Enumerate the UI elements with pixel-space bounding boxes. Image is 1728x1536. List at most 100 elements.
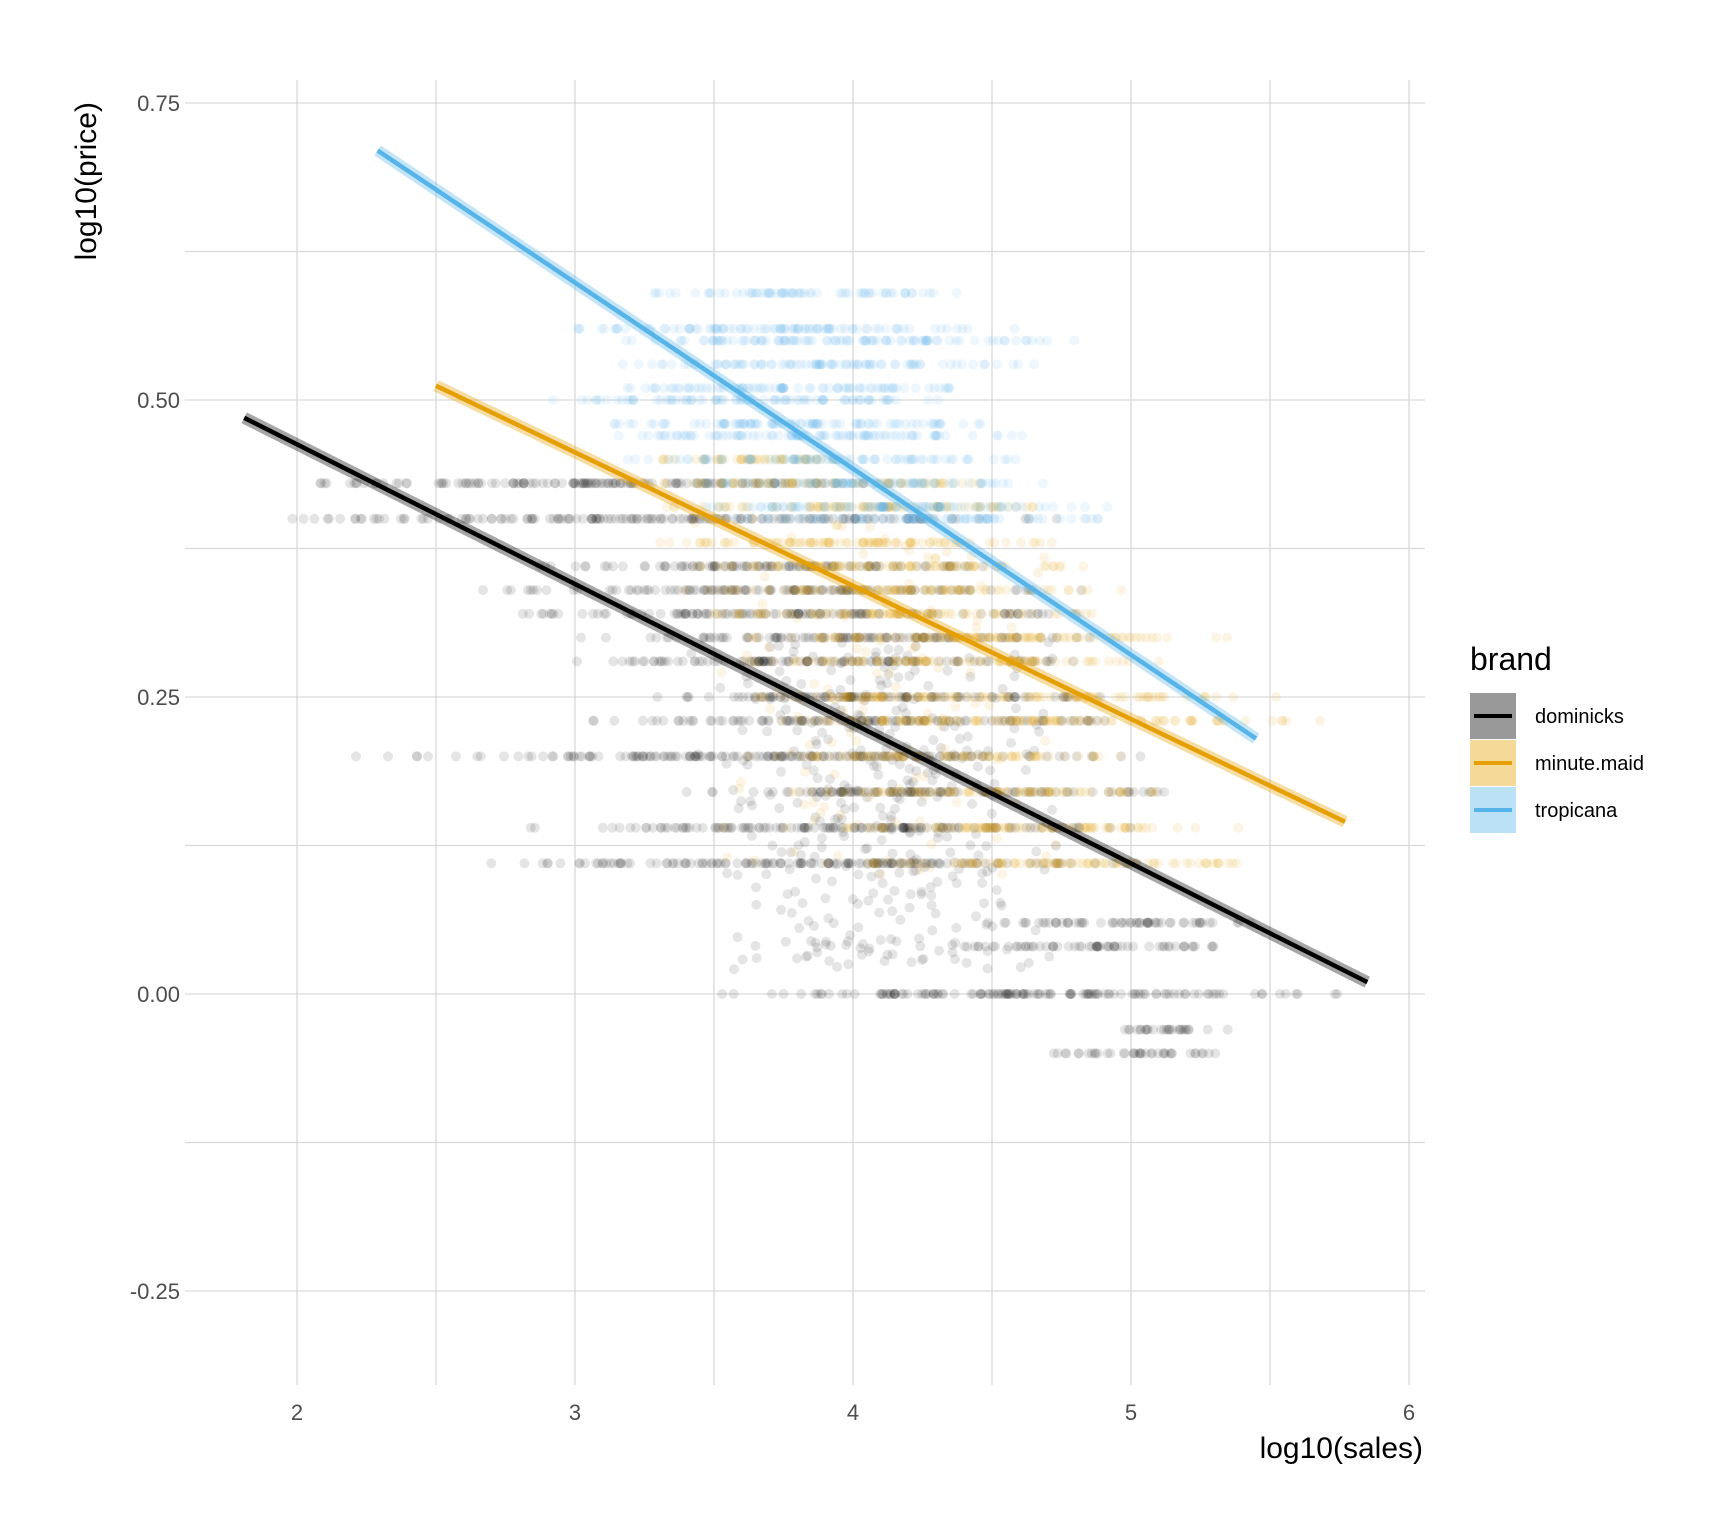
data-point — [644, 751, 655, 762]
data-point — [802, 656, 813, 667]
data-point — [766, 656, 777, 667]
data-point — [728, 608, 738, 619]
data-point — [798, 454, 809, 465]
data-point — [1003, 822, 1014, 833]
data-point — [700, 585, 711, 596]
data-point — [938, 822, 949, 833]
data-point — [912, 632, 923, 643]
data-point — [453, 478, 464, 489]
data-point — [909, 787, 920, 797]
data-point — [861, 608, 872, 619]
data-point — [999, 454, 1010, 465]
data-point — [925, 787, 936, 797]
data-point — [940, 632, 951, 643]
data-point — [891, 705, 902, 716]
data-point — [920, 989, 931, 999]
data-point — [1034, 917, 1045, 928]
data-point — [992, 858, 1003, 869]
data-point — [878, 858, 889, 869]
data-point — [704, 288, 715, 299]
data-point — [983, 989, 994, 999]
data-point — [1000, 715, 1011, 726]
data-point — [837, 513, 848, 524]
data-point — [793, 608, 804, 619]
data-point — [843, 561, 854, 572]
data-point — [805, 858, 816, 869]
data-point — [641, 513, 652, 524]
data-point — [897, 822, 908, 833]
data-point — [689, 518, 700, 528]
data-point — [835, 632, 846, 643]
data-point — [1150, 787, 1161, 797]
data-point — [751, 882, 761, 893]
data-point — [943, 822, 954, 833]
data-point — [659, 561, 670, 572]
data-point — [929, 692, 940, 702]
data-point — [832, 961, 843, 972]
data-point — [878, 751, 889, 762]
data-point — [1129, 989, 1140, 999]
data-point — [807, 787, 818, 797]
data-point — [865, 632, 876, 643]
data-point — [628, 513, 639, 524]
data-point — [930, 908, 941, 919]
data-point — [981, 919, 992, 930]
data-point — [608, 656, 619, 667]
data-point — [815, 808, 826, 819]
data-point — [924, 787, 935, 797]
data-point — [728, 561, 739, 572]
data-point — [1086, 751, 1097, 762]
data-point — [835, 585, 846, 596]
data-point — [965, 656, 976, 667]
data-point — [792, 715, 803, 726]
data-point — [1065, 715, 1076, 726]
data-point — [788, 288, 799, 299]
data-point — [1001, 944, 1012, 955]
data-point — [820, 692, 831, 702]
data-point — [684, 822, 695, 833]
data-point — [1104, 787, 1115, 797]
data-point — [943, 383, 954, 394]
data-point — [1138, 787, 1149, 797]
data-point — [658, 715, 669, 726]
data-point — [924, 632, 935, 643]
data-point — [731, 561, 742, 572]
data-point — [842, 335, 853, 346]
data-point — [914, 715, 925, 726]
data-point — [949, 787, 960, 797]
data-point — [829, 561, 840, 572]
data-point — [780, 561, 791, 572]
data-point — [1190, 822, 1201, 833]
data-point — [933, 662, 944, 673]
data-point — [1147, 632, 1158, 643]
data-point — [911, 632, 922, 643]
data-point — [600, 478, 611, 489]
data-point — [846, 561, 857, 572]
data-point — [460, 478, 471, 489]
data-point — [800, 656, 811, 667]
data-point — [863, 751, 873, 762]
data-point — [476, 478, 487, 489]
data-point — [1002, 692, 1013, 702]
data-point — [835, 608, 845, 619]
data-point — [739, 585, 750, 596]
data-point — [839, 611, 850, 622]
data-point — [735, 323, 746, 334]
data-point — [973, 941, 984, 952]
data-point — [856, 822, 867, 833]
data-point — [783, 478, 794, 489]
data-point — [948, 749, 959, 760]
data-point — [1000, 632, 1011, 643]
data-point — [955, 716, 966, 727]
data-point — [1043, 787, 1054, 797]
data-point — [783, 608, 794, 619]
data-point — [881, 585, 892, 596]
data-point — [726, 561, 737, 572]
data-point — [863, 513, 874, 524]
data-point — [649, 656, 659, 667]
data-point — [1074, 822, 1085, 833]
data-point — [808, 858, 819, 869]
data-point — [952, 585, 963, 596]
data-point — [845, 787, 856, 797]
data-point — [990, 822, 1001, 833]
